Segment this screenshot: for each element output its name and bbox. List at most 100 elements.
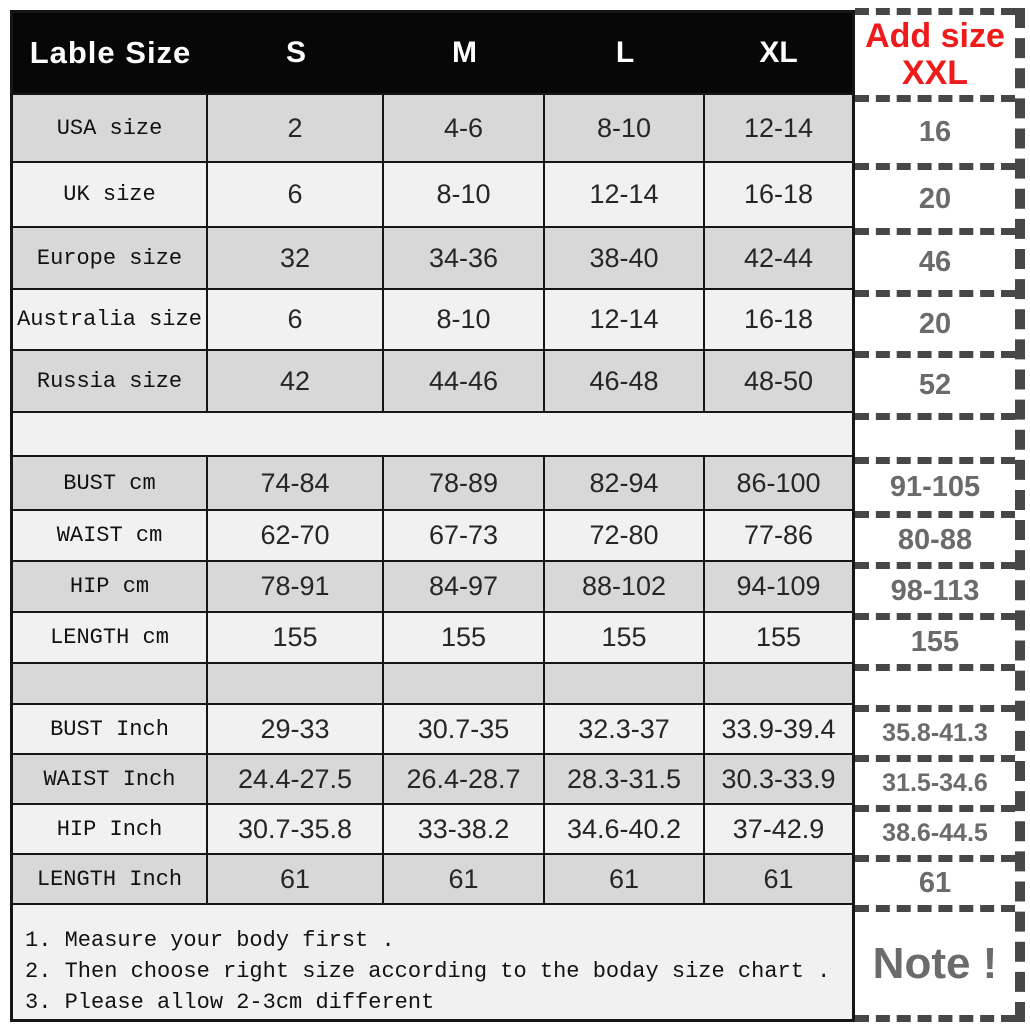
xxl-value: 16 bbox=[918, 116, 952, 148]
cell-value: 42 bbox=[208, 351, 384, 413]
cell-value: 8-10 bbox=[384, 163, 545, 228]
xxl-value-cell: 98-113 bbox=[855, 562, 1015, 613]
spacer-cell bbox=[705, 664, 852, 705]
cell-value: 30.7-35 bbox=[384, 705, 545, 755]
xxl-value: 98-113 bbox=[890, 574, 980, 607]
xxl-value: 20 bbox=[918, 307, 952, 340]
cell-value: 4-6 bbox=[384, 95, 545, 163]
xxl-value-cell: 20 bbox=[855, 163, 1015, 228]
cell-value: 34.6-40.2 bbox=[545, 805, 705, 855]
cell-value: 62-70 bbox=[208, 511, 384, 562]
cell-value: 32 bbox=[208, 228, 384, 290]
xxl-spacer-cell bbox=[855, 664, 1015, 705]
cell-value: 84-97 bbox=[384, 562, 545, 613]
cell-value: 6 bbox=[208, 163, 384, 228]
xxl-value-cell: 38.6-44.5 bbox=[855, 805, 1015, 855]
cell-value: 44-46 bbox=[384, 351, 545, 413]
spacer-cell bbox=[384, 664, 545, 705]
cell-value: 12-14 bbox=[545, 290, 705, 351]
row-label-waist-inch: WAIST Inch bbox=[13, 755, 208, 805]
cell-value: 42-44 bbox=[705, 228, 852, 290]
cell-value: 78-89 bbox=[384, 457, 545, 511]
header-col-l: L bbox=[545, 13, 705, 95]
cell-value: 48-50 bbox=[705, 351, 852, 413]
note-label-cell: Note ! bbox=[855, 905, 1015, 1022]
cell-value: 8-10 bbox=[545, 95, 705, 163]
xxl-value-cell: 20 bbox=[855, 290, 1015, 351]
xxl-value-cell: 91-105 bbox=[855, 457, 1015, 511]
xxl-value: 52 bbox=[918, 369, 952, 401]
note-line-1: 1. Measure your body first . bbox=[25, 928, 395, 953]
cell-value: 38-40 bbox=[545, 228, 705, 290]
notes-section: 1. Measure your body first . 2. Then cho… bbox=[13, 905, 852, 1019]
add-size-line2: XXL bbox=[901, 54, 969, 92]
cell-value: 37-42.9 bbox=[705, 805, 852, 855]
row-label-bust-inch: BUST Inch bbox=[13, 705, 208, 755]
cell-value: 155 bbox=[545, 613, 705, 664]
cell-value: 94-109 bbox=[705, 562, 852, 613]
add-size-line1: Add size bbox=[865, 17, 1005, 56]
xxl-value: 46 bbox=[918, 246, 952, 278]
xxl-value: 80-88 bbox=[897, 523, 973, 556]
cell-value: 16-18 bbox=[705, 290, 852, 351]
cell-value: 29-33 bbox=[208, 705, 384, 755]
cell-value: 78-91 bbox=[208, 562, 384, 613]
add-size-column: Add size XXL 16 20 46 20 52 91-105 80-88… bbox=[855, 8, 1025, 1022]
row-label-hip-inch: HIP Inch bbox=[13, 805, 208, 855]
cell-value: 30.3-33.9 bbox=[705, 755, 852, 805]
xxl-value-cell: 155 bbox=[855, 613, 1015, 664]
row-label-length-cm: LENGTH cm bbox=[13, 613, 208, 664]
note-line-2: 2. Then choose right size according to t… bbox=[25, 959, 831, 984]
xxl-value-cell: 35.8-41.3 bbox=[855, 705, 1015, 755]
cell-value: 74-84 bbox=[208, 457, 384, 511]
add-size-header: Add size XXL bbox=[855, 8, 1015, 95]
xxl-value-cell: 80-88 bbox=[855, 511, 1015, 562]
note-line-3: 3. Please allow 2-3cm different bbox=[25, 990, 435, 1015]
xxl-value-cell: 31.5-34.6 bbox=[855, 755, 1015, 805]
xxl-value: 155 bbox=[910, 625, 960, 658]
header-label-size: Lable Size bbox=[13, 13, 208, 95]
cell-value: 6 bbox=[208, 290, 384, 351]
cell-value: 61 bbox=[705, 855, 852, 905]
cell-value: 88-102 bbox=[545, 562, 705, 613]
cell-value: 82-94 bbox=[545, 457, 705, 511]
spacer-cell bbox=[545, 664, 705, 705]
header-col-s: S bbox=[208, 13, 384, 95]
row-label-bust-cm: BUST cm bbox=[13, 457, 208, 511]
cell-value: 61 bbox=[384, 855, 545, 905]
cell-value: 28.3-31.5 bbox=[545, 755, 705, 805]
spacer-row bbox=[13, 413, 852, 457]
row-label-hip-cm: HIP cm bbox=[13, 562, 208, 613]
cell-value: 67-73 bbox=[384, 511, 545, 562]
cell-value: 155 bbox=[384, 613, 545, 664]
cell-value: 32.3-37 bbox=[545, 705, 705, 755]
cell-value: 33-38.2 bbox=[384, 805, 545, 855]
xxl-value: 91-105 bbox=[889, 471, 981, 503]
spacer-cell bbox=[13, 664, 208, 705]
xxl-value: 61 bbox=[918, 867, 952, 899]
cell-value: 155 bbox=[705, 613, 852, 664]
cell-value: 61 bbox=[208, 855, 384, 905]
xxl-value: 35.8-41.3 bbox=[882, 719, 988, 747]
cell-value: 8-10 bbox=[384, 290, 545, 351]
cell-value: 30.7-35.8 bbox=[208, 805, 384, 855]
xxl-spacer-cell bbox=[855, 413, 1015, 457]
row-label-uk: UK size bbox=[13, 163, 208, 228]
row-label-length-inch: LENGTH Inch bbox=[13, 855, 208, 905]
cell-value: 26.4-28.7 bbox=[384, 755, 545, 805]
cell-value: 86-100 bbox=[705, 457, 852, 511]
cell-value: 77-86 bbox=[705, 511, 852, 562]
cell-value: 12-14 bbox=[545, 163, 705, 228]
spacer-cell bbox=[208, 664, 384, 705]
cell-value: 16-18 bbox=[705, 163, 852, 228]
xxl-value: 31.5-34.6 bbox=[882, 769, 988, 797]
xxl-value-cell: 61 bbox=[855, 855, 1015, 905]
row-label-usa: USA size bbox=[13, 95, 208, 163]
row-label-waist-cm: WAIST cm bbox=[13, 511, 208, 562]
row-label-australia: Australia size bbox=[13, 290, 208, 351]
cell-value: 155 bbox=[208, 613, 384, 664]
cell-value: 46-48 bbox=[545, 351, 705, 413]
header-col-m: M bbox=[384, 13, 545, 95]
xxl-value-cell: 16 bbox=[855, 95, 1015, 163]
row-label-russia: Russia size bbox=[13, 351, 208, 413]
